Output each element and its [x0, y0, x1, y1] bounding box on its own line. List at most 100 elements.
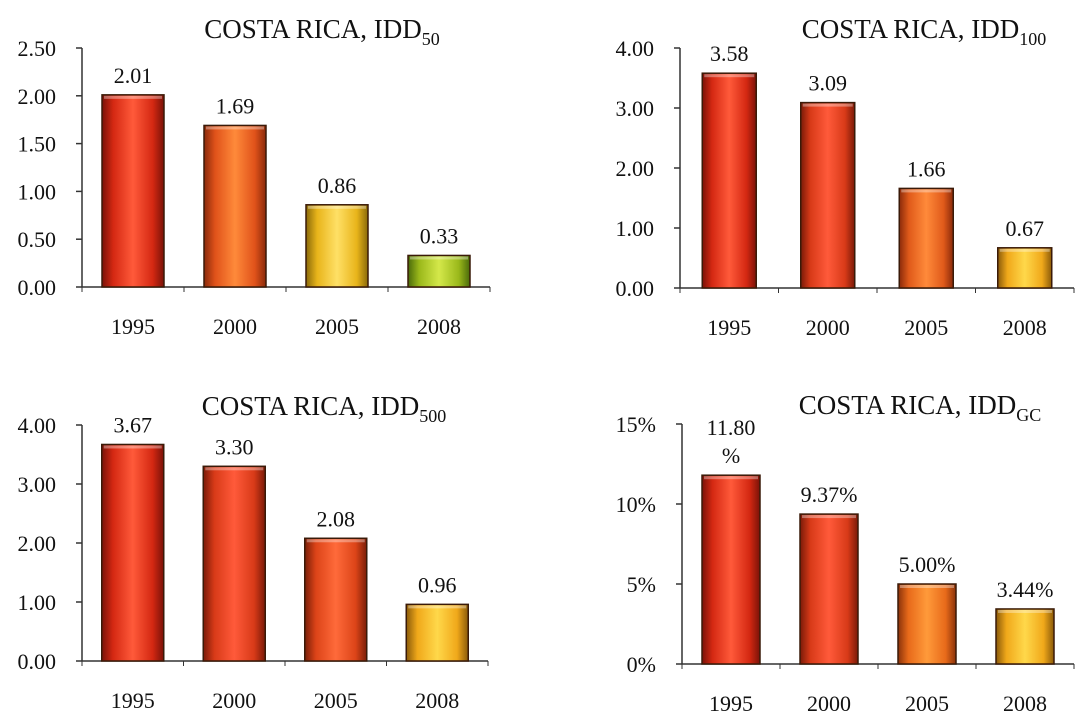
- data-label: 5.00%: [899, 552, 956, 577]
- bar-highlight: [205, 467, 264, 471]
- bar-1995: [701, 72, 757, 289]
- y-tick-label: 3.00: [18, 472, 57, 497]
- data-label: 0.96: [418, 572, 457, 597]
- data-label: 3.58: [710, 41, 749, 66]
- x-tick-label: 1995: [111, 688, 155, 713]
- chart-title-subscript: 100: [1019, 29, 1046, 49]
- bar-1995: [701, 474, 761, 665]
- x-tick-label: 2005: [314, 688, 358, 713]
- x-tick-label: 2005: [905, 691, 949, 715]
- x-tick-label: 1995: [709, 691, 753, 715]
- chart-iddgc: COSTA RICA, IDDGC 0% 5% 10% 15% 1995 11.80 % 20…: [616, 390, 1075, 715]
- y-tick-label: 0.00: [18, 275, 57, 300]
- bar-highlight: [704, 476, 758, 480]
- chart-title: COSTA RICA, IDD500: [202, 391, 447, 426]
- bar-2008: [407, 254, 471, 288]
- bar-2005: [305, 204, 369, 288]
- chart-title-subscript: 50: [422, 29, 440, 49]
- bar-highlight: [802, 515, 856, 519]
- x-tick-label: 1995: [111, 314, 155, 339]
- data-label: 9.37%: [801, 482, 858, 507]
- x-tick-label: 2008: [1003, 691, 1047, 715]
- y-tick-label: 10%: [616, 492, 656, 517]
- x-tick-label: 2000: [213, 314, 257, 339]
- chart-title-main: COSTA RICA, IDD: [204, 14, 422, 44]
- data-label: 3.67: [114, 412, 153, 437]
- x-tick-label: 2008: [415, 688, 459, 713]
- bar-highlight: [410, 256, 468, 260]
- y-tick-label: 3.00: [616, 96, 655, 121]
- data-label: 3.44%: [997, 577, 1054, 602]
- data-label: 1.66: [907, 156, 946, 181]
- chart-title-main: COSTA RICA, IDD: [202, 391, 420, 421]
- x-tick-label: 2005: [315, 314, 359, 339]
- x-tick-label: 2000: [807, 691, 851, 715]
- bar-2008: [997, 247, 1053, 289]
- data-label: 11.80%: [707, 415, 756, 468]
- bar-2000: [799, 513, 859, 665]
- chart-idd50: COSTA RICA, IDD50 0.00 0.50 1.00 1.50 2.00 2.…: [18, 14, 491, 339]
- x-tick-label: 2000: [212, 688, 256, 713]
- bar-2005: [304, 537, 368, 662]
- bar-highlight: [306, 539, 365, 543]
- bar-highlight: [900, 585, 954, 588]
- bar-highlight: [103, 445, 162, 449]
- y-tick-label: 0.50: [18, 227, 57, 252]
- y-tick-label: 2.00: [18, 84, 57, 109]
- y-tick-label: 4.00: [616, 36, 655, 61]
- data-label: 1.69: [216, 93, 255, 118]
- bar-highlight: [998, 609, 1052, 613]
- y-tick-label: 5%: [627, 572, 656, 597]
- bar-2008: [405, 603, 469, 662]
- bar-highlight: [408, 605, 467, 609]
- data-label: 0.86: [318, 173, 357, 198]
- data-label: 3.30: [215, 434, 254, 459]
- data-label: 2.08: [317, 506, 356, 531]
- chart-title-subscript: GC: [1016, 405, 1041, 425]
- bar-1995: [101, 443, 165, 662]
- bar-2005: [898, 187, 954, 289]
- y-tick-label: 0.00: [18, 649, 57, 674]
- bar-2005: [897, 583, 957, 665]
- y-tick-label: 1.00: [18, 179, 57, 204]
- y-tick-label: 0%: [627, 652, 656, 677]
- chart-title-main: COSTA RICA, IDD: [802, 14, 1020, 44]
- bar-highlight: [308, 205, 366, 209]
- data-label: 2.01: [114, 63, 153, 88]
- bar-highlight: [206, 126, 264, 130]
- y-tick-label: 1.50: [18, 132, 57, 157]
- x-tick-label: 2005: [904, 315, 948, 340]
- data-label: 0.67: [1006, 216, 1045, 241]
- y-tick-label: 2.00: [616, 156, 655, 181]
- y-tick-label: 1.00: [18, 590, 57, 615]
- x-tick-label: 1995: [707, 315, 751, 340]
- data-label: 0.33: [420, 223, 459, 248]
- y-tick-label: 0.00: [616, 276, 655, 301]
- bar-highlight: [802, 103, 853, 107]
- bar-highlight: [999, 248, 1050, 252]
- bar-1995: [101, 94, 165, 288]
- chart-title: COSTA RICA, IDDGC: [799, 390, 1042, 425]
- x-tick-label: 2008: [417, 314, 461, 339]
- bar-2000: [202, 465, 266, 662]
- bar-2008: [995, 608, 1055, 665]
- chart-title: COSTA RICA, IDD100: [802, 14, 1047, 49]
- bar-highlight: [704, 74, 755, 78]
- chart-title-main: COSTA RICA, IDD: [799, 390, 1017, 420]
- chart-title-subscript: 500: [419, 406, 446, 426]
- y-tick-label: 1.00: [616, 216, 655, 241]
- chart-title: COSTA RICA, IDD50: [204, 14, 440, 49]
- chart-idd100: COSTA RICA, IDD100 0.00 1.00 2.00 3.00 4.00 1…: [616, 14, 1075, 340]
- data-label: 3.09: [809, 71, 848, 96]
- x-tick-label: 2008: [1003, 315, 1047, 340]
- y-tick-label: 2.50: [18, 36, 57, 61]
- chart-idd500: COSTA RICA, IDD500 0.00 1.00 2.00 3.00 4.00 1…: [18, 391, 489, 713]
- bar-highlight: [104, 95, 162, 99]
- y-tick-label: 4.00: [18, 413, 57, 438]
- y-tick-label: 15%: [616, 412, 656, 437]
- x-tick-label: 2000: [806, 315, 850, 340]
- bar-highlight: [901, 189, 952, 193]
- y-tick-label: 2.00: [18, 531, 57, 556]
- bar-2000: [800, 101, 856, 289]
